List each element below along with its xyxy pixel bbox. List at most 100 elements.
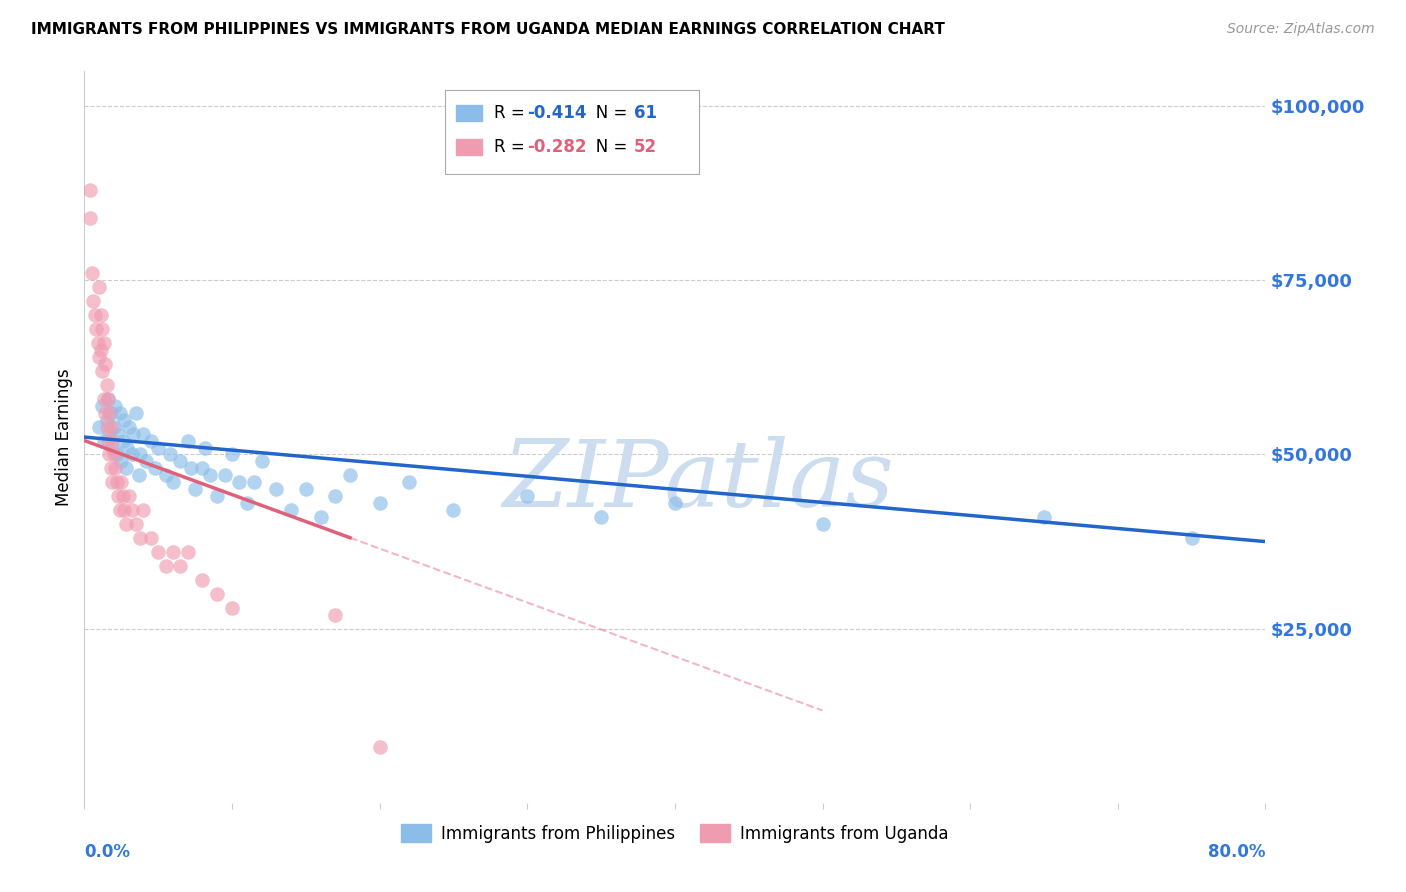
Y-axis label: Median Earnings: Median Earnings <box>55 368 73 506</box>
Point <box>139 434 162 448</box>
Point <box>295 483 318 497</box>
Point <box>98 426 121 441</box>
Text: 52: 52 <box>634 137 657 156</box>
Point <box>114 461 136 475</box>
Legend: Immigrants from Philippines, Immigrants from Uganda: Immigrants from Philippines, Immigrants … <box>395 818 955 849</box>
Point <box>1033 510 1056 524</box>
Point <box>129 531 152 545</box>
Point <box>80 266 103 280</box>
Point <box>194 441 217 455</box>
Point <box>221 600 243 615</box>
Point <box>101 441 124 455</box>
Text: N =: N = <box>581 137 633 156</box>
Point <box>103 419 125 434</box>
Point <box>177 545 200 559</box>
Point <box>132 503 155 517</box>
Point <box>91 399 114 413</box>
Point <box>101 434 124 448</box>
Text: 0.0%: 0.0% <box>84 843 131 861</box>
Point <box>111 489 134 503</box>
Point <box>139 531 162 545</box>
Point <box>91 364 114 378</box>
Point <box>148 545 170 559</box>
Point <box>97 434 120 448</box>
Point <box>111 434 134 448</box>
Point <box>91 322 114 336</box>
Point <box>118 489 141 503</box>
Point <box>97 392 120 406</box>
Point <box>128 468 150 483</box>
Point <box>129 448 152 462</box>
Point <box>93 336 115 351</box>
Point <box>108 406 131 420</box>
Point <box>339 468 361 483</box>
Point <box>228 475 250 490</box>
Point <box>101 475 124 490</box>
Point <box>155 468 177 483</box>
Point <box>98 406 121 420</box>
Point <box>87 350 111 364</box>
Point <box>309 510 332 524</box>
Point <box>94 357 117 371</box>
Point <box>105 448 128 462</box>
Point <box>96 419 118 434</box>
Point <box>180 461 202 475</box>
Point <box>398 475 420 490</box>
Point <box>100 461 122 475</box>
Point <box>162 545 184 559</box>
Point <box>148 441 170 455</box>
Point <box>100 419 122 434</box>
Point <box>79 183 101 197</box>
Point <box>110 454 132 468</box>
Point <box>243 475 266 490</box>
Point <box>325 489 347 503</box>
Point <box>105 475 128 490</box>
FancyBboxPatch shape <box>457 138 482 154</box>
Point <box>110 475 132 490</box>
Point <box>443 503 465 517</box>
Point <box>118 419 141 434</box>
Point <box>207 587 229 601</box>
Point <box>86 336 108 351</box>
Point <box>591 510 613 524</box>
Point <box>90 308 112 322</box>
Text: R =: R = <box>494 104 530 122</box>
Text: 61: 61 <box>634 104 657 122</box>
Point <box>135 454 157 468</box>
Point <box>84 322 107 336</box>
Point <box>104 461 127 475</box>
Text: Source: ZipAtlas.com: Source: ZipAtlas.com <box>1227 22 1375 37</box>
Point <box>143 461 166 475</box>
Point <box>94 406 117 420</box>
Point <box>184 483 207 497</box>
Point <box>516 489 538 503</box>
Point <box>87 419 111 434</box>
Point <box>125 517 148 532</box>
Point <box>169 454 191 468</box>
Point <box>114 517 136 532</box>
Point <box>112 503 135 517</box>
Point <box>664 496 686 510</box>
Point <box>162 475 184 490</box>
Point <box>96 377 118 392</box>
Point <box>155 558 177 573</box>
Point <box>191 573 214 587</box>
Point <box>93 392 115 406</box>
Point <box>96 412 118 426</box>
Point <box>107 426 129 441</box>
Text: 80.0%: 80.0% <box>1208 843 1265 861</box>
Point <box>108 503 131 517</box>
Point <box>280 503 302 517</box>
Text: N =: N = <box>581 104 633 122</box>
Point <box>104 399 127 413</box>
Point <box>207 489 229 503</box>
Text: -0.282: -0.282 <box>527 137 586 156</box>
Point <box>121 503 143 517</box>
Point <box>221 448 243 462</box>
Text: -0.414: -0.414 <box>527 104 586 122</box>
Point <box>112 412 135 426</box>
Point <box>236 496 259 510</box>
Point <box>115 441 138 455</box>
FancyBboxPatch shape <box>444 90 699 174</box>
Text: IMMIGRANTS FROM PHILIPPINES VS IMMIGRANTS FROM UGANDA MEDIAN EARNINGS CORRELATIO: IMMIGRANTS FROM PHILIPPINES VS IMMIGRANT… <box>31 22 945 37</box>
